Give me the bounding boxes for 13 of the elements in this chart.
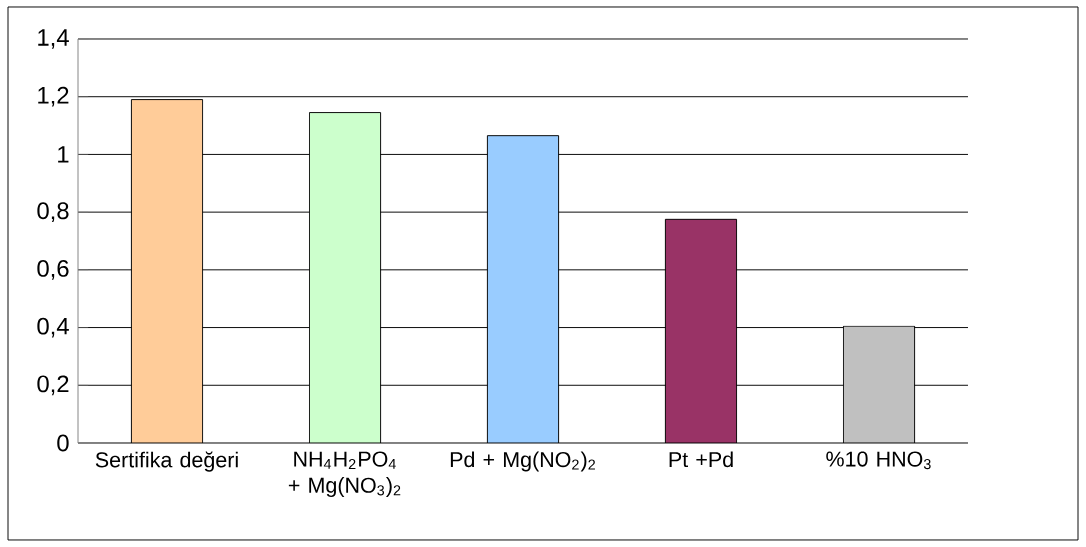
y-tick-label: 0,6 [37,260,69,280]
x-tick-label: Pt +Pd [669,451,733,468]
y-tick-label: 1,4 [38,29,69,49]
x-tick-label: Sertifika değeri [95,451,238,472]
y-tick-label: 0,8 [37,202,69,222]
x-tick-label: %10 HNO$_{3}$ [826,451,931,470]
y-tick-label: 0,2 [37,375,69,396]
y-tick-label: 0 [57,434,69,452]
x-tick-label: Pd + Mg(NO$_{2}$)$_{2}$ [450,451,595,472]
y-tick-label: 1,2 [38,86,69,107]
y-tick-label: 1 [58,146,69,163]
y-tick-label: 0,4 [37,317,69,338]
category-label: NH$_{4}$H$_{2}$PO$_{4}$ + Mg(NO$_{3}$)$_{2}$ [288,451,401,498]
